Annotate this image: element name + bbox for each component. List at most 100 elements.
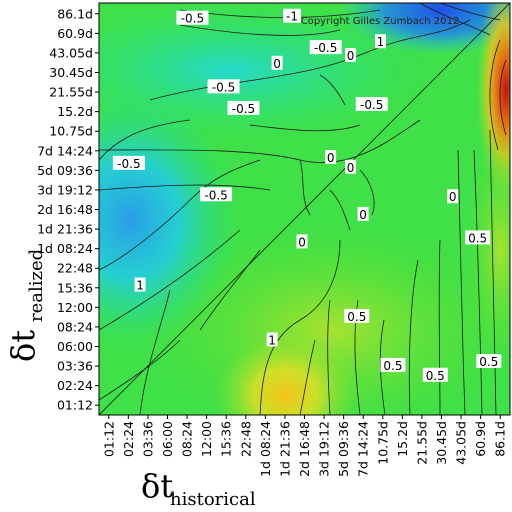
contour-label-text: 0 xyxy=(347,49,355,63)
contour-line xyxy=(319,74,346,106)
contour-label-bg xyxy=(345,47,357,62)
contour-line xyxy=(99,119,191,161)
contour-label-bg xyxy=(465,230,491,245)
contour-line xyxy=(499,59,507,136)
y-tick-label: 2d 16:48 xyxy=(37,202,93,217)
contour-label: 0.5 xyxy=(344,308,370,324)
contour-line xyxy=(329,189,351,231)
contour-label-bg xyxy=(134,277,146,292)
contour-label-bg xyxy=(200,187,233,202)
x-tick-label: 22:48 xyxy=(238,421,253,457)
contour-label: 0.5 xyxy=(465,230,491,245)
contour-label: 0 xyxy=(296,234,308,249)
copyright-text: Copyright Gilles Zumbach 2012 xyxy=(301,16,460,27)
contour-label-bg xyxy=(447,189,459,204)
contour-label-bg xyxy=(374,34,386,49)
contour-label-text: -1 xyxy=(286,10,298,24)
contour-label-bg xyxy=(296,234,308,249)
contour-line xyxy=(408,259,419,415)
contour-line xyxy=(327,299,331,415)
x-tick-label: 86.1d xyxy=(493,421,508,457)
y-tick-label: 60.9d xyxy=(57,26,93,41)
contour-label-text: -0.5 xyxy=(314,41,337,55)
x-tick-label: 15:36 xyxy=(219,421,234,457)
contour-line xyxy=(299,159,311,216)
y-tick-label: 08:24 xyxy=(57,319,93,334)
x-tick-label: 43.05d xyxy=(454,421,469,465)
contour-label-bg xyxy=(112,155,145,170)
x-tick-label: 2d 16:48 xyxy=(297,421,312,477)
x-tick-label: 7d 14:24 xyxy=(356,421,371,477)
contour-label-bg xyxy=(207,79,240,94)
contour-line xyxy=(99,184,271,191)
contour-label: 0 xyxy=(345,47,357,63)
contour-line xyxy=(419,3,491,36)
contour-line xyxy=(99,229,241,331)
contour-label: 1 xyxy=(374,34,386,49)
contour-label-text: 0 xyxy=(273,57,281,71)
y-tick-label: 30.45d xyxy=(49,65,93,80)
contour-lines xyxy=(99,3,510,415)
contour-label-text: 0.5 xyxy=(347,310,366,324)
x-tick-label: 06:00 xyxy=(160,421,175,457)
x-axis-ticks: 01:12 02:24 03:36 06:00 08:24 12:00 15:36 22:48… xyxy=(101,415,508,477)
y-tick-label: 1d 21:36 xyxy=(37,222,93,237)
x-axis-label: δt historical xyxy=(141,467,256,510)
x-tick-label: 21.55d xyxy=(414,421,429,465)
contour-label: 0.5 xyxy=(422,367,448,383)
contour-line xyxy=(99,119,421,163)
y-tick-label: 06:00 xyxy=(57,339,93,354)
contour-label: 0 xyxy=(345,159,357,175)
y-tick-label: 5d 09:36 xyxy=(37,163,93,178)
contour-line xyxy=(299,339,316,415)
contour-label-text: -0.5 xyxy=(181,12,204,26)
contour-label-text: 0 xyxy=(449,190,457,204)
y-tick-label: 12:00 xyxy=(57,300,93,315)
contour-label-text: -0.5 xyxy=(360,98,383,112)
contour-label: -0.5 xyxy=(207,79,240,94)
contour-label-bg xyxy=(357,206,369,221)
contour-label-bg xyxy=(227,100,260,115)
contour-line xyxy=(99,159,261,271)
contour-label-text: 0 xyxy=(347,161,355,175)
contour-label: 0 xyxy=(447,189,459,204)
x-tick-label: 5d 09:36 xyxy=(336,421,351,477)
contour-label-text: 0 xyxy=(359,208,367,222)
y-tick-label: 7d 14:24 xyxy=(37,143,93,158)
contour-label-bg xyxy=(266,332,278,347)
x-axis-symbol: δt xyxy=(141,467,173,505)
contour-label: -0.5 xyxy=(200,187,233,202)
contour-label: 0.5 xyxy=(380,357,406,373)
contour-line xyxy=(99,339,181,401)
contour-label-text: 0.5 xyxy=(479,355,498,369)
contour-label-bg xyxy=(380,357,406,372)
contour-line xyxy=(489,39,501,151)
contour-line xyxy=(438,239,441,415)
contour-label-text: 0.5 xyxy=(468,231,487,245)
x-tick-label: 1d 08:24 xyxy=(258,421,273,477)
contour-label: -0.5 xyxy=(309,40,342,55)
contour-label: 1 xyxy=(266,332,278,347)
contour-label-bg xyxy=(476,354,502,369)
contour-line xyxy=(139,289,171,415)
y-tick-label: 15.2d xyxy=(57,104,93,119)
x-tick-label: 1d 21:36 xyxy=(277,421,292,477)
contour-label-text: 1 xyxy=(136,279,144,293)
contour-label-text: -0.5 xyxy=(232,102,255,116)
contour-label: 1 xyxy=(134,277,146,293)
x-tick-label: 10.75d xyxy=(375,421,390,465)
contour-label: 0 xyxy=(271,55,283,71)
x-tick-label: 03:36 xyxy=(140,421,155,457)
x-tick-label: 15.2d xyxy=(395,421,410,457)
contour-label-bg xyxy=(325,149,337,164)
y-tick-label: 03:36 xyxy=(57,359,93,374)
contour-label-bg xyxy=(271,55,283,70)
y-axis-label: δt realized xyxy=(4,249,47,362)
contour-label-text: 0 xyxy=(298,235,306,249)
y-axis-subscript: realized xyxy=(26,249,47,322)
x-tick-label: 01:12 xyxy=(101,421,116,457)
y-tick-label: 01:12 xyxy=(57,398,93,413)
x-axis-subscript: historical xyxy=(170,489,256,510)
y-tick-label: 86.1d xyxy=(57,6,93,21)
